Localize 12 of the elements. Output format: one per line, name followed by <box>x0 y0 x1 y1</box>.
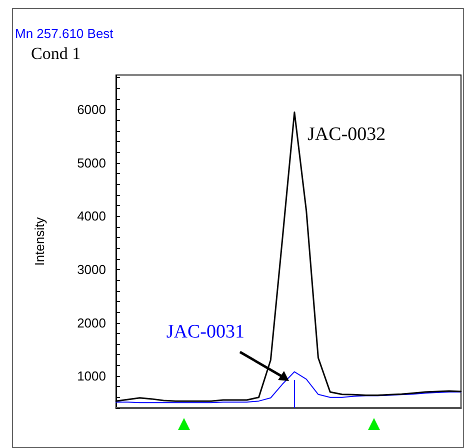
y-tick-label: 6000 <box>77 102 106 118</box>
series-label: JAC-0032 <box>307 124 386 145</box>
y-tick-label: 4000 <box>77 208 106 224</box>
line-series <box>116 371 462 404</box>
y-tick-label: 3000 <box>77 262 106 277</box>
y-tick-label: 2000 <box>77 315 106 330</box>
chart-title: Mn 257.610 Best <box>15 26 114 41</box>
text: JAC-0031 <box>166 321 244 342</box>
chart-subtitle: Cond 1 <box>31 44 81 63</box>
y-tick-label: 5000 <box>77 155 106 170</box>
y-tick-label: 1000 <box>77 368 106 384</box>
y-axis-title: Intensity <box>32 216 47 266</box>
